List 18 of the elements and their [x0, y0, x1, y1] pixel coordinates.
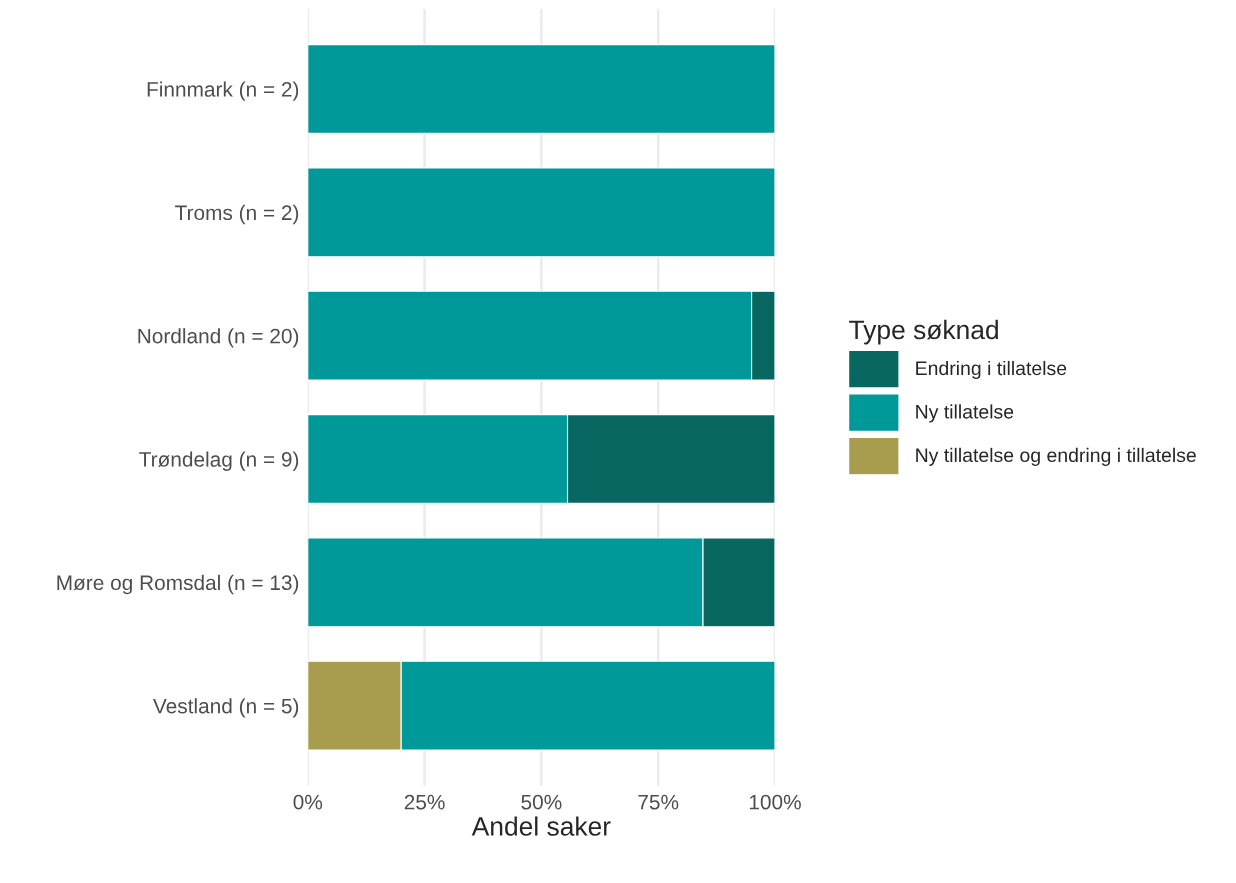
- legend-label: Endring i tillatelse: [916, 360, 1067, 380]
- y-tick-label: Møre og Romsdal (n = 13): [57, 574, 299, 595]
- y-tick-label: Troms (n = 2): [175, 204, 299, 225]
- x-tick-label: 50%: [521, 794, 562, 810]
- x-axis-title: Andel saker: [471, 816, 611, 836]
- y-tick-label: Trøndelag (n = 9): [139, 451, 299, 471]
- bar: [307, 167, 776, 258]
- x-tick-label: 25%: [404, 794, 445, 810]
- legend-title: Type søknad: [849, 319, 998, 345]
- bar: [307, 44, 776, 134]
- x-tick-label: 0%: [293, 794, 323, 810]
- x-tick-label: 100%: [749, 794, 801, 810]
- y-tick-label: Nordland (n = 20): [138, 328, 299, 348]
- y-tick-label: Vestland (n = 5): [153, 698, 299, 718]
- legend-label: Ny tillatelse og endring i tillatelse: [916, 447, 1196, 466]
- legend-label: Ny tillatelse: [916, 404, 1014, 423]
- x-tick-label: 75%: [638, 794, 679, 810]
- y-tick-label: Finnmark (n = 2): [147, 81, 299, 101]
